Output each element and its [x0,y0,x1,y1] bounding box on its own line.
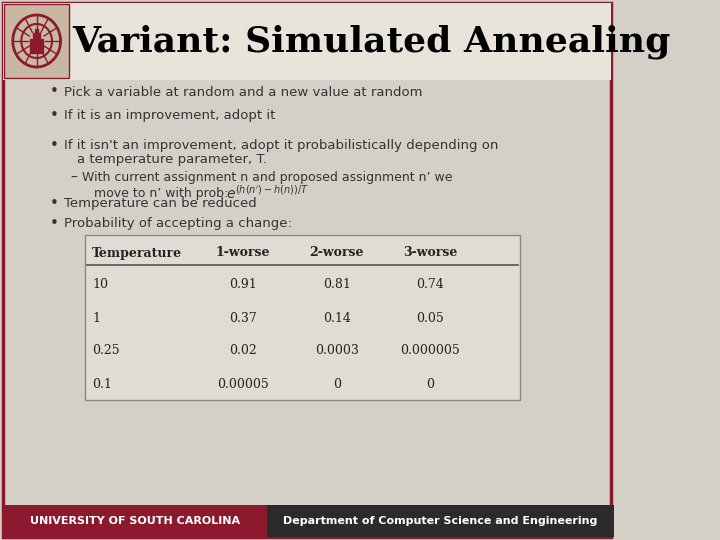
Text: Variant: Simulated Annealing: Variant: Simulated Annealing [73,25,671,59]
Text: Temperature can be reduced: Temperature can be reduced [64,198,257,211]
FancyBboxPatch shape [3,505,267,537]
Text: Probability of accepting a change:: Probability of accepting a change: [64,218,292,231]
Text: •: • [50,138,58,152]
FancyBboxPatch shape [3,3,611,80]
Text: Department of Computer Science and Engineering: Department of Computer Science and Engin… [283,516,598,526]
FancyBboxPatch shape [4,4,69,78]
Text: 10: 10 [92,279,108,292]
Text: With current assignment n and proposed assignment n’ we: With current assignment n and proposed a… [82,172,452,185]
Text: •: • [50,107,58,123]
FancyBboxPatch shape [85,235,520,400]
Text: •: • [50,217,58,232]
Text: 1: 1 [92,312,100,325]
Text: 0.000005: 0.000005 [400,345,460,357]
Text: If it isn't an improvement, adopt it probabilistically depending on: If it isn't an improvement, adopt it pro… [64,138,498,152]
Text: Temperature: Temperature [92,246,182,260]
Text: If it is an improvement, adopt it: If it is an improvement, adopt it [64,109,275,122]
Text: 0.1: 0.1 [92,377,112,390]
Text: 0.0003: 0.0003 [315,345,359,357]
Text: 0.25: 0.25 [92,345,120,357]
Text: 0: 0 [333,377,341,390]
Text: 3-worse: 3-worse [403,246,458,260]
Text: •: • [50,197,58,212]
Text: •: • [50,84,58,99]
FancyBboxPatch shape [267,505,613,537]
Text: a temperature parameter, T.: a temperature parameter, T. [77,152,266,165]
Text: 0.74: 0.74 [417,279,444,292]
Text: –: – [70,171,77,185]
Text: 1-worse: 1-worse [216,246,270,260]
Text: 0.00005: 0.00005 [217,377,269,390]
Text: $e^{(h(n')-h(n))/T}$: $e^{(h(n')-h(n))/T}$ [226,184,309,202]
Text: 2-worse: 2-worse [310,246,364,260]
Text: 0.05: 0.05 [417,312,444,325]
Text: 0: 0 [426,377,434,390]
Text: 0.14: 0.14 [323,312,351,325]
Text: 0.02: 0.02 [229,345,257,357]
Text: UNIVERSITY OF SOUTH CAROLINA: UNIVERSITY OF SOUTH CAROLINA [30,516,240,526]
Text: move to n’ with prob:: move to n’ with prob: [94,186,228,199]
Text: 0.91: 0.91 [229,279,257,292]
FancyBboxPatch shape [3,3,611,537]
Text: Pick a variable at random and a new value at random: Pick a variable at random and a new valu… [64,85,423,98]
Text: 0.81: 0.81 [323,279,351,292]
Polygon shape [30,29,43,53]
Text: 0.37: 0.37 [229,312,257,325]
